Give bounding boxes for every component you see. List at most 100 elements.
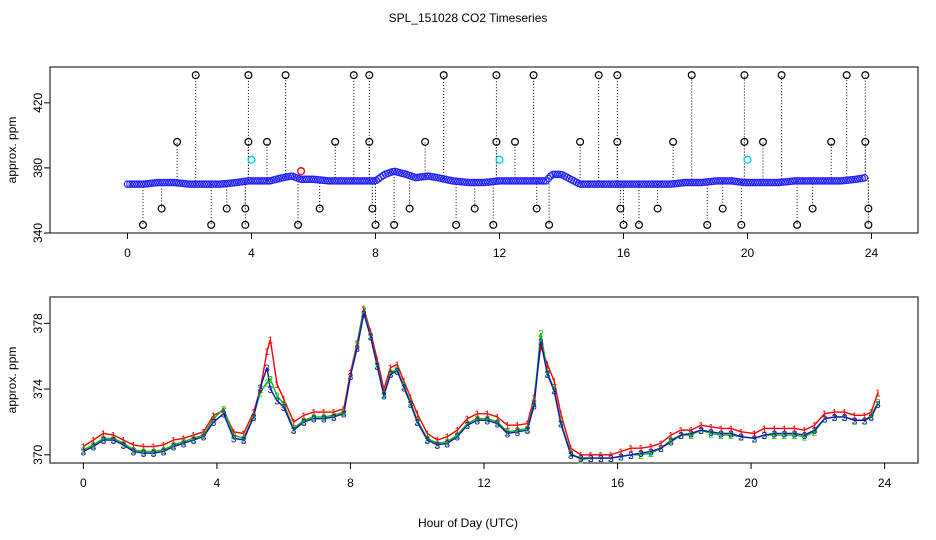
top-outlier-low-point	[371, 220, 380, 229]
bottom-series-1-point: 1	[444, 433, 450, 444]
top-baseline-point	[263, 177, 271, 185]
bottom-series-2-point: 2	[588, 454, 594, 465]
bottom-series-2-point: 2	[525, 424, 531, 435]
top-baseline-point	[226, 179, 234, 187]
bottom-series-1-point: 1	[81, 443, 87, 454]
top-baseline-point	[498, 177, 506, 185]
top-baseline-point	[140, 180, 148, 188]
bottom-series-3-point: 3	[381, 392, 387, 403]
bottom-series-2-point: 2	[738, 433, 744, 444]
top-outlier-low-point	[737, 220, 746, 229]
bottom-series-3-point: 3	[321, 415, 327, 426]
bottom-series-2-point: 2	[81, 446, 87, 457]
top-baseline-point	[763, 178, 771, 187]
bottom-series-2-point: 2	[455, 431, 461, 442]
top-baseline-point	[651, 180, 660, 188]
bottom-series-2-point: 2	[531, 398, 537, 409]
bottom-series-2-point: 2	[211, 415, 217, 426]
bottom-series-1-point: 1	[374, 355, 380, 366]
top-baseline-point	[477, 178, 485, 187]
top-baseline-point	[307, 175, 315, 184]
top-baseline-point	[195, 180, 204, 188]
top-baseline-point	[500, 177, 508, 185]
bottom-series-1-point: 1	[862, 411, 868, 422]
top-baseline-point	[209, 180, 218, 188]
bottom-series-2-point: 2	[515, 426, 521, 437]
bottom-series-2-point: 2	[618, 452, 624, 463]
top-baseline-point	[488, 177, 497, 186]
top-outlier-mid-point	[740, 137, 749, 146]
top-baseline-point	[791, 177, 799, 185]
top-xtick-label: 20	[741, 246, 755, 260]
top-baseline-point	[212, 180, 220, 188]
top-baseline-point	[142, 180, 150, 188]
bottom-series-1-point: 1	[618, 447, 624, 458]
bottom-xtick-label: 12	[477, 476, 491, 490]
bottom-series-3-point: 3	[588, 454, 594, 465]
bottom-series-2-point: 2	[231, 431, 237, 442]
top-baseline-point	[665, 180, 673, 188]
bottom-series-3-point: 3	[578, 454, 584, 465]
top-baseline-point	[611, 180, 620, 188]
top-baseline-point	[244, 177, 253, 185]
bottom-series-1-point: 1	[485, 410, 491, 421]
top-baseline-point	[181, 180, 190, 188]
bottom-series-1-point: 1	[388, 364, 394, 375]
bottom-series-2-point: 2	[341, 408, 347, 419]
top-baseline-point	[721, 177, 729, 185]
top-baseline-point	[502, 177, 511, 185]
top-baseline-point	[525, 177, 534, 185]
bottom-series-3-point: 3	[792, 429, 798, 440]
top-baseline-point	[312, 175, 320, 184]
top-baseline-point	[656, 180, 664, 188]
top-outlier-low-point	[294, 220, 303, 229]
bottom-series-1-point: 1	[812, 421, 818, 432]
bottom-series-2-point: 2	[348, 372, 354, 383]
top-baseline-point	[809, 177, 818, 185]
bottom-series-2-point: 2	[718, 431, 724, 442]
bottom-series-3-point: 3	[505, 429, 511, 440]
top-baseline-point	[144, 179, 153, 188]
top-baseline-point	[193, 180, 202, 188]
top-baseline-point	[516, 177, 525, 185]
top-baseline-point	[172, 179, 181, 187]
bottom-series-1-point: 1	[408, 393, 414, 404]
bottom-series-3-point: 3	[368, 332, 374, 343]
bottom-series-3-point: 3	[161, 447, 167, 458]
top-outlier-low-point	[207, 220, 216, 229]
bottom-series-1-point: 1	[772, 424, 778, 435]
top-outlier-lowmid-point	[315, 204, 324, 213]
top-baseline-point	[807, 177, 815, 185]
top-outlier-lowmid-point	[470, 204, 479, 213]
bottom-series-2-point: 2	[191, 434, 197, 445]
top-panel: 0 4 8 12 16 20 24 340 380 420 approx. ppm	[5, 66, 919, 260]
top-baseline-point	[163, 178, 171, 187]
bottom-series-1-point: 1	[251, 408, 257, 419]
top-baseline-point	[753, 178, 762, 187]
bottom-series-1-point: 1	[738, 428, 744, 439]
top-baseline-point	[423, 172, 432, 180]
top-baseline-point	[714, 177, 722, 185]
top-baseline-point	[493, 177, 501, 185]
top-outlier-mid-point	[331, 137, 340, 146]
top-baseline-point	[470, 178, 478, 187]
top-baseline-point	[351, 177, 360, 185]
top-baseline-point	[795, 177, 804, 185]
top-baseline-point	[677, 179, 685, 187]
top-outlier-low-point	[489, 220, 498, 229]
bottom-series-3-point: 3	[361, 309, 367, 320]
top-baseline-point	[184, 180, 192, 188]
top-baseline-point	[314, 176, 322, 184]
bottom-series-2-point: 2	[281, 400, 287, 411]
top-baseline-point	[356, 177, 364, 185]
top-baseline-point	[595, 180, 604, 188]
top-baseline-point	[607, 180, 615, 188]
top-baseline-point	[788, 177, 797, 185]
top-baseline-point	[363, 177, 371, 185]
top-baseline-point	[786, 177, 794, 186]
top-baseline-point	[630, 180, 639, 188]
bottom-series-1-point: 1	[171, 436, 177, 447]
bottom-series-1-point: 1	[842, 408, 848, 419]
top-baseline-point	[609, 180, 618, 188]
